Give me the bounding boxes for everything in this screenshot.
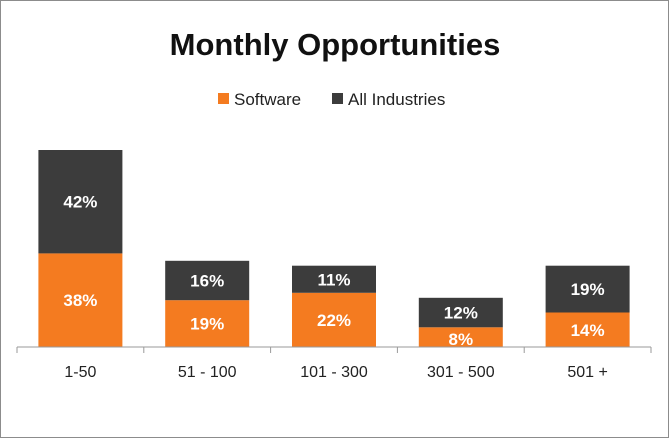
x-tick-label-501: 501 + bbox=[567, 364, 607, 381]
x-axis-ticks bbox=[16, 347, 652, 353]
data-label-software-501: 14% bbox=[571, 321, 605, 340]
data-label-software-301-500: 8% bbox=[449, 330, 474, 349]
x-tick-label-301-500: 301 - 500 bbox=[427, 364, 495, 381]
chart-title: Monthly Opportunities bbox=[170, 27, 501, 62]
bar-software-51-100 bbox=[165, 300, 250, 347]
bar-all-industries-101-300 bbox=[292, 265, 376, 293]
bar-labels: 38% 42% 19% 16% 22% 11% 8% 12% 14% 19% bbox=[63, 193, 604, 349]
bars bbox=[38, 150, 630, 347]
data-label-software-51-100: 19% bbox=[190, 315, 224, 334]
data-label-software-1-50: 38% bbox=[63, 291, 97, 310]
x-tick-label-51-100: 51 - 100 bbox=[178, 364, 237, 381]
bar-all-industries-1-50 bbox=[38, 150, 123, 254]
bar-software-301-500 bbox=[418, 327, 503, 347]
x-tick-label-1-50: 1-50 bbox=[64, 364, 96, 381]
legend-swatch-all-industries bbox=[332, 93, 343, 104]
data-label-all-industries-501: 19% bbox=[571, 280, 605, 299]
data-label-all-industries-51-100: 16% bbox=[190, 272, 224, 291]
legend-label-software: Software bbox=[234, 90, 301, 109]
data-label-all-industries-1-50: 42% bbox=[63, 193, 97, 212]
bar-software-101-300 bbox=[292, 292, 376, 347]
bar-all-industries-301-500 bbox=[418, 297, 503, 328]
legend-swatch-software bbox=[218, 93, 229, 104]
bar-all-industries-51-100 bbox=[165, 260, 250, 301]
data-label-software-101-300: 22% bbox=[317, 311, 351, 330]
legend: Software All Industries bbox=[218, 90, 445, 109]
x-tick-label-101-300: 101 - 300 bbox=[300, 364, 368, 381]
data-label-all-industries-301-500: 12% bbox=[444, 304, 478, 323]
bar-all-industries-501 bbox=[545, 265, 630, 313]
x-axis-labels: 1-50 51 - 100 101 - 300 301 - 500 501 + bbox=[64, 364, 607, 381]
bar-software-501 bbox=[545, 312, 630, 347]
legend-label-all-industries: All Industries bbox=[348, 90, 445, 109]
bar-software-1-50 bbox=[38, 253, 123, 347]
data-label-all-industries-101-300: 11% bbox=[317, 270, 350, 289]
